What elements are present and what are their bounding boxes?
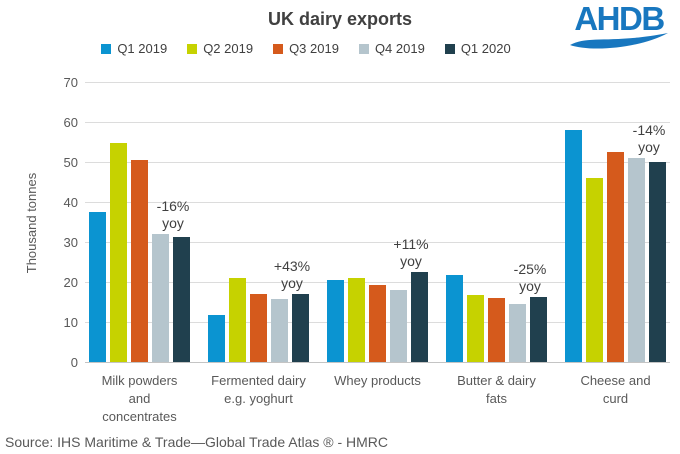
legend-swatch bbox=[358, 43, 369, 54]
bar bbox=[390, 290, 407, 362]
x-tick-label-line: Milk powders bbox=[101, 373, 178, 388]
plot-area: 0 10 20 30 40 50 60 70 -16% yoy Milk powders and con… bbox=[64, 75, 670, 424]
gridline bbox=[85, 242, 670, 243]
x-tick-label-line: fats bbox=[486, 391, 507, 406]
gridline bbox=[85, 282, 670, 283]
x-tick-label-line: Cheese and bbox=[580, 373, 651, 388]
bar bbox=[467, 295, 484, 362]
annotation: -25% yoy bbox=[514, 261, 547, 295]
annotation: +43% yoy bbox=[274, 258, 310, 292]
legend-swatch bbox=[101, 43, 112, 54]
bar bbox=[152, 233, 169, 362]
x-tick-label-line: Fermented dairy bbox=[211, 373, 306, 388]
bar bbox=[628, 158, 645, 362]
y-tick-label: 60 bbox=[63, 115, 78, 130]
x-tick-label-line: e.g. yoghurt bbox=[224, 391, 293, 406]
chart-title: UK dairy exports bbox=[267, 9, 413, 29]
x-tick-label: Milk powders and concentrates bbox=[70, 372, 210, 426]
ahdb-logo-text: AHDB bbox=[574, 0, 665, 37]
bar bbox=[208, 314, 225, 362]
annotation-line: yoy bbox=[162, 214, 184, 231]
bar bbox=[446, 274, 463, 362]
y-tick-label: 70 bbox=[63, 75, 78, 90]
gridline bbox=[85, 362, 670, 363]
legend-label: Q1 2020 bbox=[460, 41, 511, 56]
bar bbox=[509, 304, 526, 362]
bar bbox=[271, 299, 288, 362]
x-tick-label: Whey products bbox=[308, 372, 448, 390]
bar-group bbox=[327, 271, 428, 362]
y-tick-label: 20 bbox=[63, 275, 78, 290]
ahdb-logo: AHDB bbox=[570, 0, 668, 51]
y-tick-label: 0 bbox=[70, 355, 78, 370]
legend-label: Q4 2019 bbox=[374, 41, 425, 56]
x-tick-label-line: curd bbox=[602, 391, 629, 406]
x-tick-label-line: Whey products bbox=[334, 373, 421, 388]
annotation-line: yoy bbox=[638, 139, 660, 155]
y-axis-title: Thousand tonnes bbox=[24, 172, 39, 274]
bar bbox=[530, 296, 547, 362]
legend-swatch bbox=[273, 43, 284, 54]
legend-swatch bbox=[187, 43, 198, 54]
ahdb-swoosh-icon bbox=[570, 33, 668, 49]
gridline bbox=[85, 82, 670, 83]
annotation: -16% yoy bbox=[157, 198, 190, 232]
gridline bbox=[85, 122, 670, 123]
bar-group bbox=[89, 143, 190, 362]
legend: Q1 2019 Q2 2019 Q3 2019 Q4 2019 Q1 2020 bbox=[0, 41, 612, 56]
bar bbox=[292, 294, 309, 362]
annotation: -14% yoy bbox=[633, 122, 666, 156]
bar bbox=[369, 285, 386, 362]
bar bbox=[229, 278, 246, 362]
bar bbox=[327, 280, 344, 362]
x-tick-label: Cheese and curd bbox=[546, 372, 680, 408]
legend-label: Q2 2019 bbox=[203, 41, 254, 56]
legend-swatch bbox=[444, 43, 455, 54]
bar-group bbox=[208, 278, 309, 362]
legend-label: Q3 2019 bbox=[289, 41, 339, 56]
x-tick-label: Fermented dairy e.g. yoghurt bbox=[189, 372, 329, 408]
bar bbox=[586, 178, 603, 362]
annotation: +11% yoy bbox=[393, 236, 428, 270]
annotation-line: +11% bbox=[393, 235, 429, 252]
gridline bbox=[85, 202, 670, 203]
source-note: Source: IHS Maritime & Trade—Global Trad… bbox=[5, 434, 388, 450]
bar bbox=[250, 294, 267, 362]
bar bbox=[411, 271, 428, 362]
x-tick-label-line: and bbox=[128, 391, 151, 406]
legend-item: Q4 2019 bbox=[358, 41, 425, 56]
x-tick-label-line: Butter & dairy bbox=[457, 373, 536, 388]
gridline bbox=[85, 162, 670, 163]
bar bbox=[348, 278, 365, 362]
annotation-line: -25% bbox=[513, 260, 547, 277]
bar bbox=[607, 152, 624, 362]
annotation-line: yoy bbox=[519, 277, 541, 294]
bar bbox=[565, 130, 582, 362]
bar-group bbox=[565, 130, 666, 362]
annotation-line: yoy bbox=[400, 252, 422, 269]
bar bbox=[649, 162, 666, 362]
bar bbox=[131, 160, 148, 362]
legend-item: Q3 2019 bbox=[273, 41, 339, 56]
legend-item: Q1 2019 bbox=[101, 41, 167, 56]
legend-item: Q1 2020 bbox=[444, 41, 511, 56]
y-tick-label: 10 bbox=[63, 315, 78, 330]
y-tick-label: 40 bbox=[63, 195, 78, 210]
annotation-line: -16% bbox=[156, 197, 190, 214]
annotation-line: -14% bbox=[632, 122, 666, 138]
y-tick-label: 50 bbox=[63, 155, 78, 170]
bar bbox=[173, 237, 190, 362]
legend-item: Q2 2019 bbox=[187, 41, 253, 56]
bar bbox=[110, 143, 127, 362]
bar-group bbox=[446, 274, 547, 362]
y-tick-label: 30 bbox=[63, 235, 78, 250]
annotation-line: yoy bbox=[281, 275, 303, 292]
bar bbox=[89, 212, 106, 362]
bar bbox=[488, 297, 505, 362]
annotation-line: +43% bbox=[273, 258, 311, 275]
x-tick-label: Butter & dairy fats bbox=[427, 372, 567, 408]
legend-label: Q1 2019 bbox=[117, 41, 168, 56]
x-tick-label-line: concentrates bbox=[102, 409, 177, 424]
